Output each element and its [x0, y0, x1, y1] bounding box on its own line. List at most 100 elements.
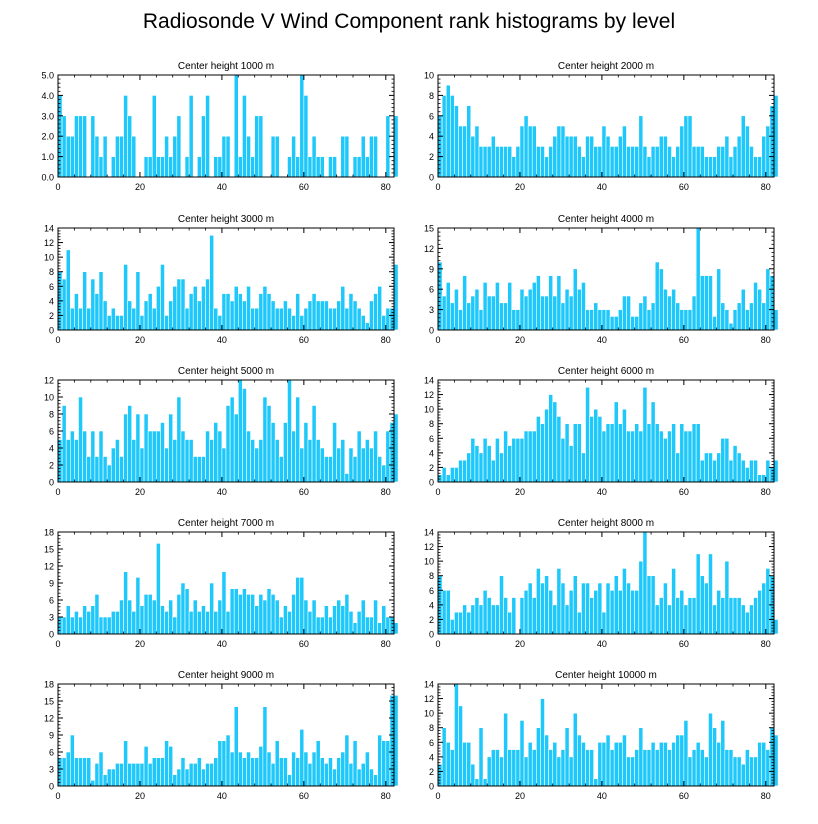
histogram-bar: [749, 459, 754, 483]
histogram-bar: [712, 727, 717, 787]
histogram-bar: [151, 430, 157, 483]
histogram-bar: [82, 115, 87, 178]
x-tick-label: 40: [597, 639, 607, 649]
histogram-bar: [110, 611, 116, 635]
y-tick-label: 2: [429, 152, 434, 162]
histogram-bar: [233, 74, 239, 178]
histogram-bar: [630, 146, 635, 178]
x-tick-label: 0: [55, 639, 60, 649]
histogram-bar: [205, 763, 210, 787]
histogram-bar: [340, 605, 346, 635]
histogram-bar: [180, 582, 186, 635]
histogram-bar: [295, 293, 301, 331]
y-tick-label: 2: [429, 463, 434, 473]
histogram-bar: [617, 741, 623, 787]
histogram-bar: [278, 456, 284, 483]
histogram-bar: [527, 288, 533, 331]
histogram-bar: [556, 416, 562, 483]
histogram-bar: [466, 452, 472, 483]
histogram-bar: [753, 156, 758, 178]
histogram-bar: [568, 445, 574, 483]
histogram-panel-1: Center height 1000 m 0.0 1.0 2.0 3.0 4.0 5.0 0 2…: [41, 61, 399, 192]
x-tick-label: 80: [761, 639, 771, 649]
plot-frame: [437, 531, 775, 635]
histogram-panel-5: Center height 5000 m 0 2 4 6 8 10 12 0 20 40 60 80: [44, 366, 399, 497]
histogram-bar: [445, 589, 451, 635]
histogram-bar: [225, 405, 231, 483]
histogram-bar: [732, 146, 738, 178]
histogram-bar: [699, 459, 705, 483]
histogram-bar: [650, 146, 656, 178]
histogram-bar: [749, 756, 754, 787]
histogram-bar: [761, 474, 767, 483]
y-tick-label: 4: [49, 444, 54, 454]
histogram-bar: [683, 115, 689, 178]
histogram-bar: [147, 156, 153, 178]
histogram-bar: [609, 146, 615, 178]
histogram-bar: [209, 763, 215, 787]
histogram-bar: [225, 293, 231, 331]
histogram-bar: [356, 307, 362, 331]
histogram-bar: [716, 268, 722, 331]
y-tick-label: 14: [44, 224, 54, 234]
histogram-bar: [515, 437, 521, 483]
y-tick-label: 6: [429, 111, 434, 121]
histogram-bar: [695, 227, 701, 331]
plot-frame: [437, 379, 775, 483]
histogram-bar: [617, 589, 623, 635]
histogram-bar: [757, 474, 763, 483]
panel-title: Center height 5000 m: [178, 366, 274, 377]
histogram-bar: [127, 599, 133, 635]
histogram-bar: [98, 156, 104, 178]
histogram-bar: [638, 115, 644, 178]
histogram-bar: [377, 734, 383, 787]
histogram-bar: [556, 125, 562, 178]
y-tick-label: 8: [429, 419, 434, 429]
histogram-bar: [106, 464, 112, 483]
histogram-bar: [205, 430, 210, 483]
histogram-bar: [478, 604, 484, 635]
histogram-bar: [749, 604, 754, 635]
histogram-bar: [536, 416, 541, 483]
histogram-bar: [609, 589, 615, 635]
histogram-bar: [757, 156, 763, 178]
x-tick-label: 60: [299, 639, 309, 649]
histogram-bar: [654, 604, 660, 635]
y-tick-label: 0: [49, 782, 54, 792]
histogram-bar: [131, 763, 137, 787]
histogram-bar: [270, 763, 276, 787]
histogram-bar: [646, 575, 652, 635]
histogram-bar: [344, 473, 350, 483]
histogram-bar: [695, 553, 701, 635]
histogram-bar: [319, 300, 325, 331]
histogram-bar: [319, 757, 325, 787]
histogram-bar: [765, 749, 771, 787]
histogram-bar: [287, 774, 292, 787]
histogram-bar: [564, 727, 570, 787]
x-tick-label: 60: [299, 335, 309, 345]
x-tick-label: 40: [217, 639, 227, 649]
histogram-bar: [348, 611, 354, 635]
histogram-bar: [732, 309, 738, 331]
histogram-bar: [90, 430, 96, 483]
histogram-bar: [213, 422, 219, 483]
histogram-bar: [344, 307, 350, 331]
histogram-bar: [172, 135, 178, 178]
y-tick-label: 6: [49, 748, 54, 758]
histogram-bar: [98, 430, 104, 483]
histogram-bar: [527, 582, 533, 635]
x-tick-label: 80: [761, 487, 771, 497]
x-tick-label: 60: [679, 639, 689, 649]
histogram-bar: [470, 604, 476, 635]
y-tick-label: 4: [429, 600, 434, 610]
histogram-bar: [691, 749, 697, 787]
histogram-bar: [209, 234, 215, 331]
histogram-bar: [646, 156, 652, 178]
histogram-bar: [605, 734, 611, 787]
histogram-bar: [246, 430, 251, 483]
histogram-bar: [258, 115, 264, 178]
plot-frame: [437, 74, 775, 178]
y-tick-label: 15: [44, 545, 54, 555]
histogram-bar: [168, 156, 174, 178]
histogram-bar: [365, 156, 370, 178]
